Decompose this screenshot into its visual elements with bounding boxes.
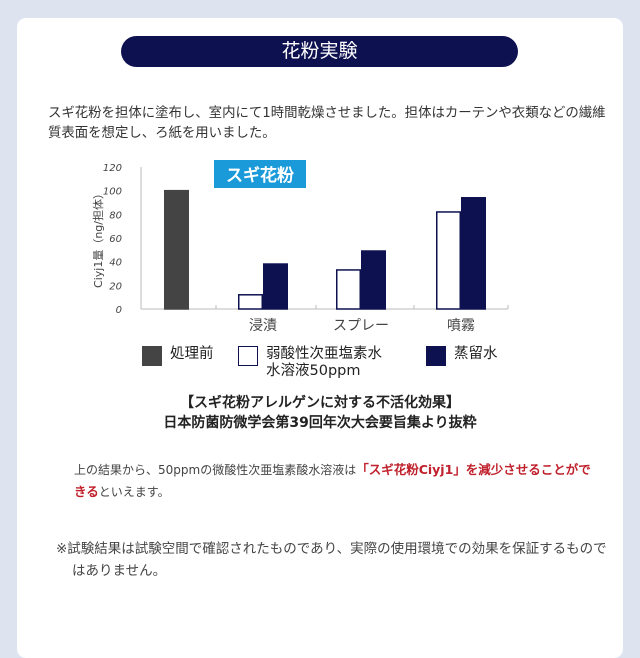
- disclaimer-note: ※試験結果は試験空間で確認されたものであり、実際の使用環境での効果を保証するもの…: [56, 541, 607, 579]
- x-tick-label: 浸漬: [249, 318, 277, 334]
- caption-line1: 【スギ花粉アレルゲンに対する不活化効果】: [180, 395, 460, 411]
- bar: [238, 294, 263, 310]
- bar-chart: 0 20 40 60 80 100 120 Ciyj1量（ng/担体） 浸漬 スプレー 噴霧 スギ花粉: [91, 160, 509, 334]
- legend-item-water: 蒸留水: [426, 346, 498, 366]
- legend-item-before: 処理前: [142, 346, 214, 366]
- bar: [436, 211, 461, 310]
- legend-label: 蒸留水: [454, 346, 498, 362]
- legend-label: 弱酸性次亜塩素水: [266, 346, 382, 362]
- bar: [164, 189, 189, 310]
- y-tick-label: 80: [109, 210, 122, 221]
- legend-label: 処理前: [170, 346, 214, 362]
- legend-label: 水溶液50ppm: [266, 363, 361, 379]
- caption-line2: 日本防菌防微学会第39回年次大会要旨集より抜粋: [163, 415, 477, 431]
- legend-swatch: [238, 346, 258, 366]
- result-text: 上の結果から、50ppmの微酸性次亜塩素酸水溶液は「スギ花粉Ciyj1」を減少さ…: [74, 459, 594, 503]
- legend-item-solution: 弱酸性次亜塩素水 水溶液50ppm: [238, 346, 382, 380]
- intro-text: スギ花粉を担体に塗布し、室内にて1時間乾燥させました。担体はカーテンや衣類などの…: [48, 106, 606, 141]
- y-tick-label: 20: [109, 281, 122, 292]
- y-tick-label: 0: [116, 305, 122, 316]
- result-prefix: 上の結果から、50ppmの微酸性次亜塩素酸水溶液は: [74, 463, 357, 477]
- bar: [461, 197, 486, 310]
- x-tick-label: 噴霧: [447, 318, 475, 334]
- bar: [361, 250, 386, 310]
- legend-swatch: [426, 346, 446, 366]
- legend-swatch: [142, 346, 162, 366]
- page-title: 花粉実験: [121, 36, 518, 67]
- chart-title-badge: [214, 160, 306, 188]
- y-tick-label: 120: [103, 163, 122, 174]
- result-suffix: といえます。: [98, 485, 170, 499]
- result-highlight: 「スギ花粉Ciyj1」を減少させることができる: [74, 462, 591, 499]
- y-tick-label: 100: [103, 187, 122, 198]
- y-tick-label: 40: [109, 258, 122, 269]
- bar: [263, 263, 288, 310]
- bar: [336, 269, 361, 310]
- y-axis-label: Ciyj1量（ng/担体）: [91, 188, 105, 288]
- chart-title: スギ花粉: [226, 165, 294, 186]
- x-tick-label: スプレー: [333, 318, 389, 334]
- content-card: [17, 18, 623, 658]
- y-tick-label: 60: [109, 234, 122, 245]
